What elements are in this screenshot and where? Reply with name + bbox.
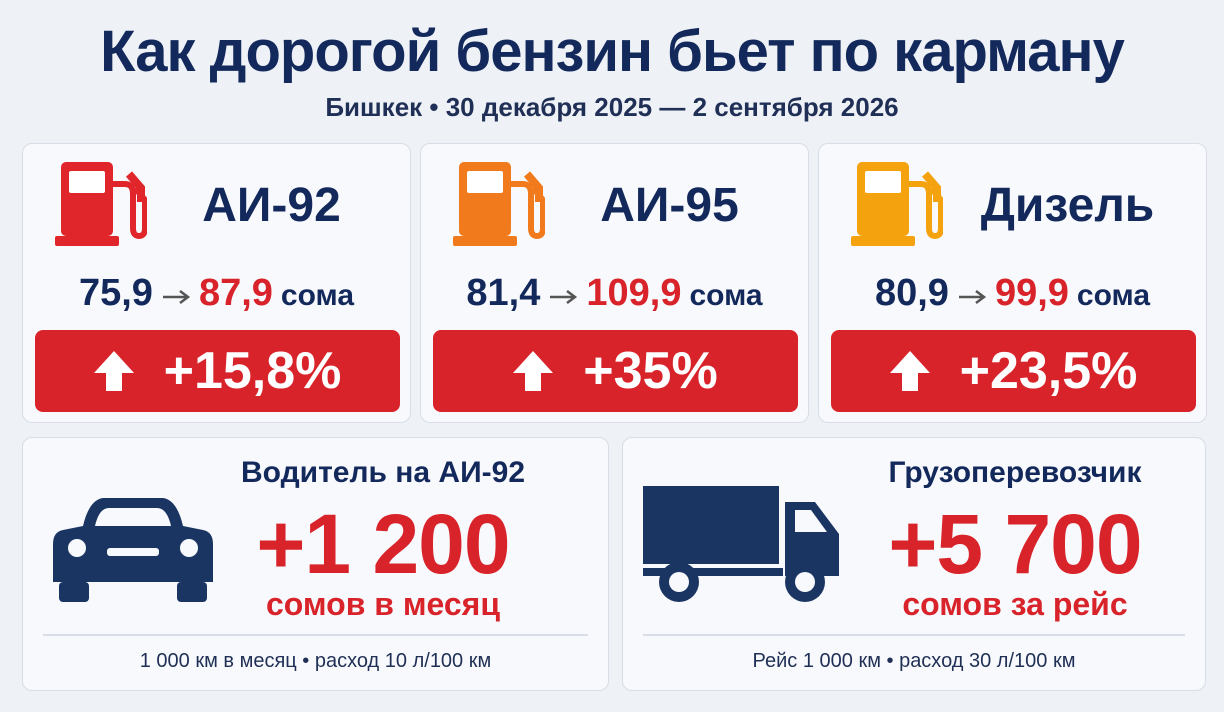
arrow [548, 272, 578, 315]
impact-unit: сомов в месяц [265, 586, 501, 622]
fuel-icon-svg [851, 162, 944, 246]
impact-note: Рейс 1 000 км • расход 30 л/100 км [752, 650, 1076, 672]
change: +23,5% [959, 342, 1138, 400]
subtitle: Бишкек • 30 декабря 2025 — 2 сентября 20… [325, 92, 899, 122]
fuel-card: АИ-95 81,4 109,9 сома +35% [420, 143, 809, 423]
arrow-svg [162, 290, 191, 304]
fuel-icon [453, 162, 546, 248]
up-arrow [513, 351, 554, 391]
new-price: 99,9 [994, 272, 1069, 314]
fuel-icon [55, 162, 148, 248]
fuel-name: АИ-92 [202, 179, 341, 232]
change: +15,8% [163, 342, 342, 400]
old-price: 80,9 [874, 272, 949, 314]
arrow [957, 272, 987, 315]
impact-note: 1 000 км в месяц • расход 10 л/100 км [139, 650, 492, 672]
impact-amount: +1 200 [256, 497, 510, 591]
car-icon-svg [53, 498, 213, 602]
up-arrow [889, 351, 930, 391]
change: +35% [583, 342, 718, 400]
up-arrow-svg [93, 351, 134, 391]
price-unit: сома [689, 279, 763, 312]
change-badge: +15,8% [35, 330, 400, 412]
fuel-name: Дизель [980, 179, 1155, 232]
fuel-card: Дизель 80,9 99,9 сома +23,5% [818, 143, 1207, 423]
price-unit: сома [280, 279, 355, 312]
new-price: 87,9 [198, 272, 273, 314]
title: Как дорогой бензин бьет по карману [100, 19, 1125, 84]
arrow-svg [958, 290, 987, 304]
price-unit: сома [1076, 279, 1151, 312]
price-line: 75,9 87,9 сома [23, 272, 410, 315]
impact-amount: +5 700 [888, 497, 1142, 591]
arrow [161, 272, 191, 315]
separator [43, 634, 588, 636]
car-icon [53, 486, 213, 604]
impact-card: Грузоперевозчик +5 700 сомов за рейс Рейс 1… [622, 437, 1206, 691]
new-price: 109,9 [586, 272, 682, 314]
fuel-card: АИ-92 75,9 87,9 сома +15,8% [22, 143, 411, 423]
impact-unit: сомов за рейс [902, 586, 1128, 622]
separator [643, 634, 1185, 636]
fuel-icon [851, 162, 944, 248]
truck-icon-svg [643, 486, 839, 602]
arrow-svg [550, 290, 578, 304]
fuel-icon-svg [453, 162, 546, 246]
impact-card: Водитель на АИ-92 +1 200 сомов в месяц 1 00… [22, 437, 609, 691]
change-badge: +23,5% [831, 330, 1196, 412]
impact-title: Грузоперевозчик [888, 456, 1142, 489]
fuel-name: АИ-95 [600, 179, 739, 232]
up-arrow-svg [889, 351, 930, 391]
old-price: 81,4 [466, 272, 541, 314]
truck-icon [643, 486, 841, 604]
change-badge: +35% [433, 330, 798, 412]
up-arrow [93, 351, 134, 391]
impact-title: Водитель на АИ-92 [240, 456, 526, 489]
old-price: 75,9 [78, 272, 153, 314]
price-line: 81,4 109,9 сома [421, 272, 808, 315]
price-line: 80,9 99,9 сома [819, 272, 1206, 315]
up-arrow-svg [513, 351, 554, 391]
fuel-icon-svg [55, 162, 148, 246]
